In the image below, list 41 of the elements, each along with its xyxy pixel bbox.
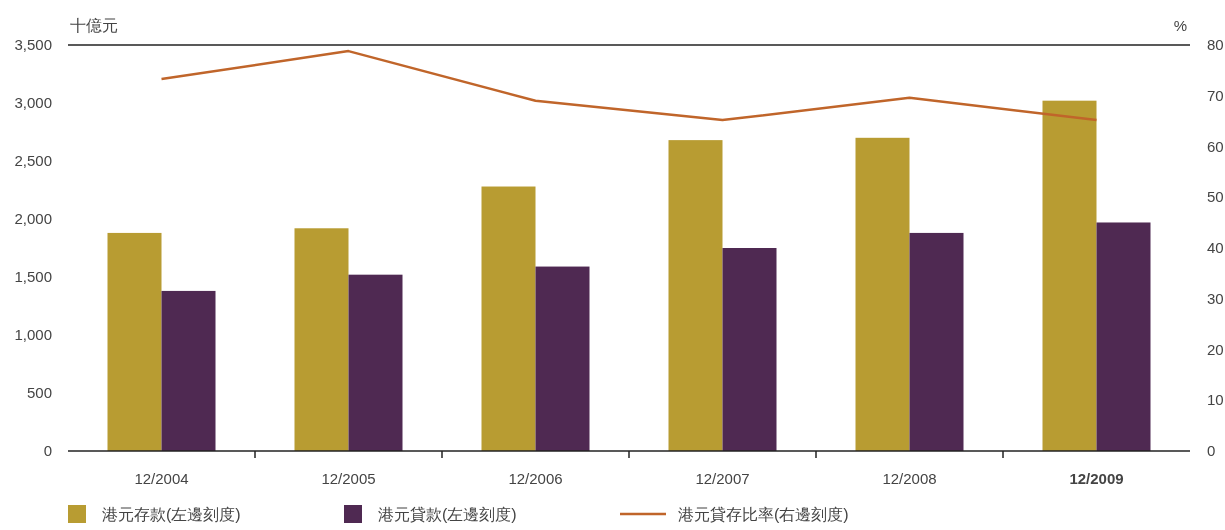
y-tick-label: 2,000 [14,210,52,227]
bar [722,248,777,451]
x-tick-label: 12/2008 [882,470,937,487]
bar [107,232,162,451]
x-tick-label: 12/2009 [1069,470,1124,487]
bar [909,232,964,451]
bar [161,290,216,451]
bar [481,186,536,451]
y-tick-label: 1,000 [14,326,52,343]
x-tick-label: 12/2007 [695,470,750,487]
x-tick-label: 12/2005 [321,470,376,487]
y-tick-label: 500 [26,384,52,401]
y2-tick-label: 20 [1207,340,1224,358]
bar [294,228,349,451]
x-tick-label: 12/2006 [508,470,563,487]
y2-tick-label: 0 [1207,442,1216,459]
y-tick-label: 0 [43,442,52,459]
bar [668,140,723,451]
legend-label: 港元貸存比率(右邊刻度) [678,506,849,523]
legend-label: 港元存款(左邊刻度) [102,506,241,523]
bar [1042,100,1097,451]
y-tick-label: 3,000 [14,94,52,111]
y2-tick-label: 60 [1207,137,1224,155]
y2-tick-label: 10 [1207,391,1224,409]
y2-tick-label: 50 [1207,188,1224,206]
bar [855,137,910,451]
x-tick-label: 12/2004 [134,470,189,487]
y-axis-title: 十億元 [70,17,118,34]
y-tick-label: 3,500 [14,36,52,53]
bar [348,274,403,451]
y2-axis-title: % [1173,17,1187,34]
y2-tick-label: 40 [1207,239,1224,256]
line-series [160,49,1098,122]
legend-label: 港元貸款(左邊刻度) [378,506,517,523]
bar [1096,222,1151,451]
bar [535,266,590,451]
y2-tick-label: 70 [1207,86,1224,104]
y-tick-label: 1,500 [14,268,52,285]
y-tick-label: 2,500 [14,152,52,169]
y2-tick-label: 30 [1207,289,1224,307]
y2-tick-label: 80 [1207,36,1224,53]
